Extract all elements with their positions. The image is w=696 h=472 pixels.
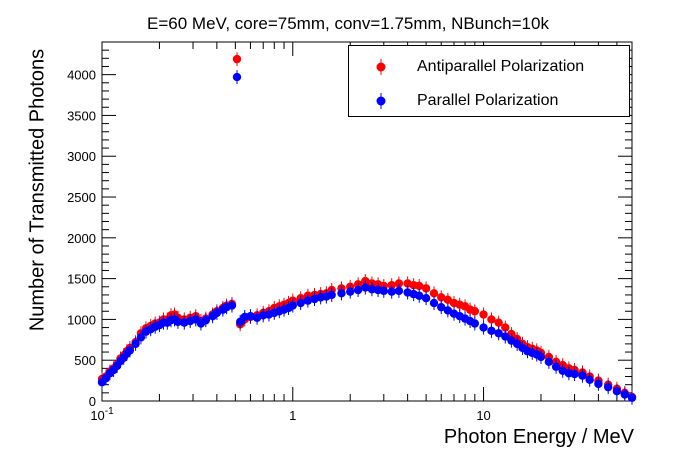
data-point [136, 333, 146, 342]
data-point [487, 326, 496, 336]
legend-label-parallel: Parallel Polarization [417, 92, 559, 109]
data-point [470, 307, 480, 316]
data-point [394, 286, 404, 296]
data-point [288, 301, 297, 310]
data-point [361, 283, 370, 292]
data-point [327, 290, 336, 300]
data-point [353, 285, 363, 295]
legend: Antiparallel Polarization Parallel Polar… [348, 45, 630, 117]
x-tick-label: 10-1 [90, 406, 114, 423]
y-tick-label: 3500 [67, 108, 96, 123]
data-point [415, 281, 424, 291]
data-point [415, 291, 424, 300]
data-point [367, 285, 377, 294]
data-point [544, 357, 554, 367]
y-tick-label: 2000 [67, 231, 96, 246]
data-point [437, 302, 446, 312]
data-point [201, 316, 210, 325]
y-axis-label: Number of Transmitted Photons [26, 48, 49, 332]
x-axis-label: Photon Energy / MeV [443, 426, 634, 448]
data-point [585, 375, 594, 384]
data-point [612, 387, 622, 396]
legend-entry-parallel: Parallel Polarization [349, 86, 629, 116]
data-point [429, 289, 439, 298]
data-point [627, 393, 637, 402]
x-tick-label: 1 [289, 408, 296, 423]
data-point [479, 323, 488, 332]
data-point [494, 318, 503, 327]
chart-title: E=60 MeV, core=75mm, conv=1.75mm, NBunch… [147, 14, 549, 33]
data-point [379, 286, 388, 296]
data-point [551, 362, 561, 371]
x-tick-label: 10 [476, 408, 490, 423]
y-tick-label: 1500 [67, 272, 96, 287]
legend-label-antiparallel: Antiparallel Polarization [417, 58, 585, 75]
data-point [443, 295, 453, 305]
data-point [487, 315, 496, 324]
data-point [570, 369, 579, 379]
legend-marker-blue [376, 93, 386, 109]
data-point [303, 296, 313, 305]
data-point [394, 279, 404, 288]
data-point [421, 293, 431, 303]
data-point [429, 298, 439, 308]
data-point [246, 311, 255, 321]
legend-marker-red [376, 59, 386, 75]
data-point [421, 284, 431, 293]
series-1 [97, 70, 637, 405]
data-point [536, 352, 546, 362]
data-point [227, 301, 237, 310]
y-tick-label: 4000 [67, 68, 96, 83]
legend-entry-antiparallel: Antiparallel Polarization [349, 52, 629, 82]
y-tick-label: 3000 [67, 149, 96, 164]
data-point [296, 298, 305, 308]
data-point [479, 310, 488, 319]
data-point [387, 287, 396, 296]
data-point [437, 293, 446, 302]
data-point [232, 72, 242, 82]
data-point [594, 379, 603, 389]
data-point [337, 289, 346, 298]
data-point [494, 329, 503, 338]
data-point [470, 319, 480, 328]
data-point [125, 346, 135, 355]
data-point [603, 382, 613, 392]
data-point [443, 306, 453, 315]
data-point [131, 339, 140, 349]
y-tick-label: 1000 [67, 312, 96, 327]
data-point [173, 317, 183, 327]
y-tick-label: 500 [74, 353, 96, 368]
data-point [620, 390, 629, 399]
y-tick-label: 2500 [67, 190, 96, 205]
data-point [346, 287, 355, 296]
data-point [501, 323, 510, 332]
y-tick-label: 0 [89, 394, 96, 409]
data-point [232, 54, 242, 64]
data-point [501, 332, 510, 341]
data-point [578, 371, 587, 380]
